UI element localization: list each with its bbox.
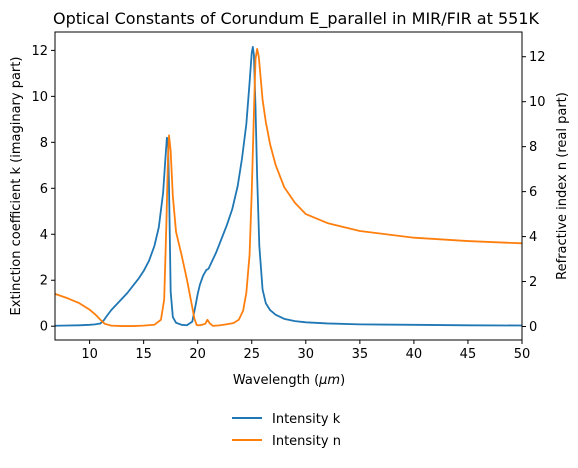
x-tick-label: 30: [298, 347, 315, 362]
plot-frame: [54, 31, 523, 341]
y-axis-label-right: Refractive index n (real part): [555, 92, 570, 280]
chart-title: Optical Constants of Corundum E_parallel…: [53, 9, 540, 29]
y-left-tick-label: 2: [40, 274, 48, 289]
y-left-tick-label: 6: [40, 182, 48, 197]
x-axis-label-unit: μm: [318, 373, 340, 388]
y-left-tick-label: 8: [40, 136, 48, 151]
x-tick-label: 40: [406, 347, 423, 362]
y-right-tick-label: 6: [529, 185, 537, 200]
y-right-tick-label: 12: [529, 50, 546, 65]
y-left-tick-label: 4: [40, 228, 48, 243]
series-line-n: [54, 47, 523, 327]
x-axis-label-prefix: Wavelength (: [233, 373, 319, 388]
x-tick-label: 10: [81, 347, 98, 362]
y-axis-label-left: Extinction coefficient k (imaginary part…: [9, 57, 24, 316]
tick-layer: 10 15 20 25 30 35 40 45 50 0 2 4 6 8 10 12 0 2 4 6 8 10 12: [31, 44, 545, 362]
y-right-tick-label: 4: [529, 230, 537, 245]
legend: Intensity k Intensity n: [232, 412, 341, 449]
x-tick-label: 35: [352, 347, 369, 362]
series-layer: [54, 46, 523, 327]
series-line-k: [54, 46, 523, 327]
x-tick-label: 20: [189, 347, 206, 362]
y-left-tick-label: 12: [31, 44, 48, 59]
y-right-tick-label: 10: [529, 95, 546, 110]
y-right-tick-label: 8: [529, 140, 537, 155]
x-tick-label: 45: [460, 347, 477, 362]
y-left-tick-label: 10: [31, 90, 48, 105]
y-right-tick-label: 2: [529, 275, 537, 290]
x-tick-label: 25: [243, 347, 260, 362]
x-axis-label-suffix: ): [340, 373, 345, 388]
y-left-tick-label: 0: [40, 320, 48, 335]
x-axis-label: Wavelength (μm): [233, 373, 345, 388]
x-tick-label: 50: [514, 347, 531, 362]
x-tick-label: 15: [135, 347, 152, 362]
legend-label-n: Intensity n: [272, 434, 341, 449]
legend-label-k: Intensity k: [272, 412, 341, 427]
y-right-tick-label: 0: [529, 320, 537, 335]
